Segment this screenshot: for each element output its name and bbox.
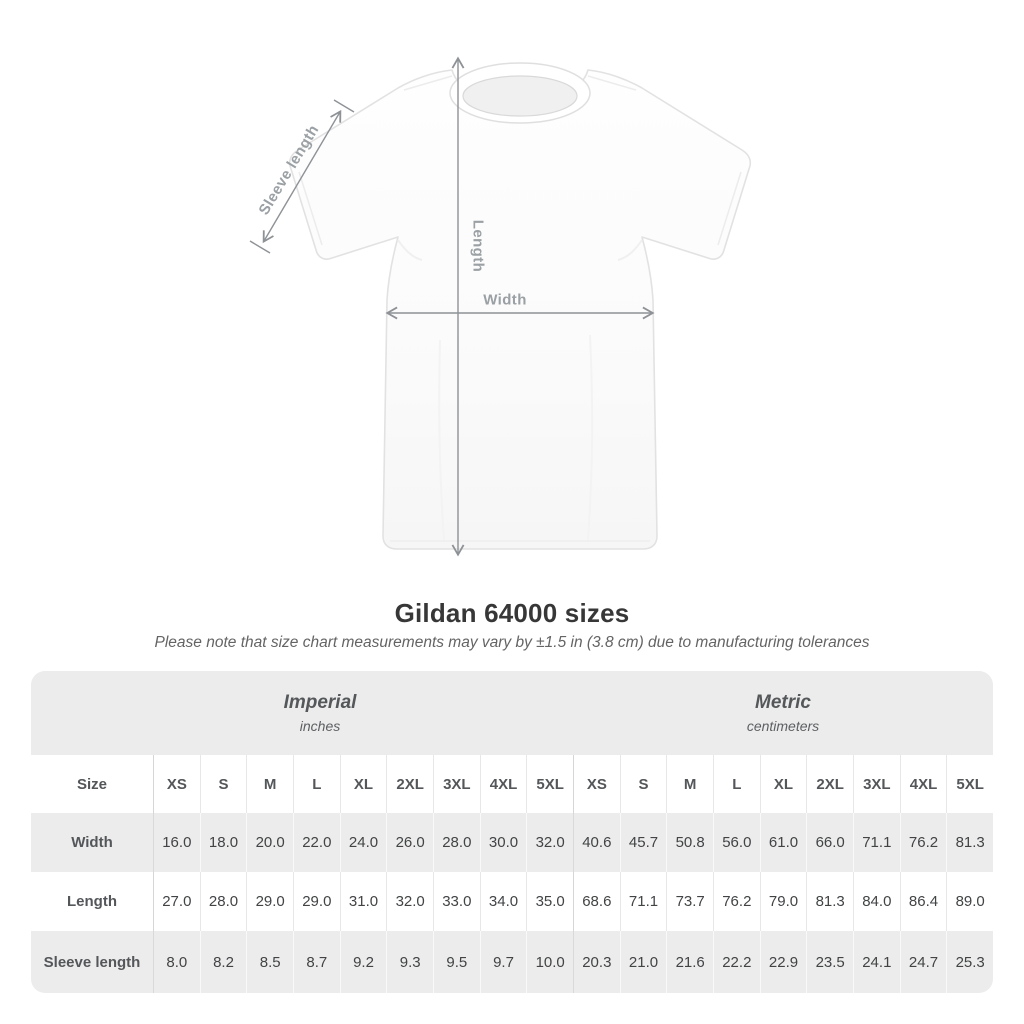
value-metric: 68.6 (573, 872, 620, 931)
size-header-metric-m: M (666, 755, 713, 813)
value-metric: 86.4 (899, 872, 947, 931)
size-header-metric-5xl: 5XL (946, 755, 993, 813)
metric-title: Metric (755, 692, 811, 713)
value-imperial: 20.0 (246, 813, 293, 872)
tolerance-note: Please note that size chart measurements… (154, 634, 870, 651)
imperial-unit: inches (299, 718, 341, 734)
tshirt-diagram: Sleeve length Length Width (249, 56, 752, 557)
size-header-imperial-2xl: 2XL (386, 755, 433, 813)
size-header-metric-xs: XS (573, 755, 620, 813)
value-imperial: 16.0 (153, 813, 200, 872)
value-imperial: 32.0 (526, 813, 573, 872)
value-imperial: 29.0 (293, 872, 340, 931)
imperial-section-header: Imperial inches (31, 671, 573, 755)
size-header-imperial-xl: XL (339, 755, 387, 813)
value-imperial: 29.0 (246, 872, 293, 931)
value-metric: 61.0 (759, 813, 807, 872)
value-metric: 40.6 (573, 813, 620, 872)
value-imperial: 8.7 (293, 931, 340, 993)
row-label-length: Length (31, 872, 153, 931)
size-header-imperial-xs: XS (153, 755, 200, 813)
size-table: Imperial inches Metric centimeters Size X… (31, 671, 993, 993)
length-label: Length (469, 219, 487, 273)
imperial-title: Imperial (283, 692, 357, 713)
value-metric: 76.2 (713, 872, 760, 931)
value-imperial: 34.0 (479, 872, 527, 931)
value-imperial: 28.0 (199, 872, 247, 931)
size-header-metric-2xl: 2XL (806, 755, 853, 813)
size-table-grid: Size XS S M L XL 2XL 3XL 4XL 5XL XS S M L XL 2XL 3XL 4XL 5… (31, 755, 993, 993)
value-metric: 21.6 (666, 931, 713, 993)
value-imperial: 18.0 (199, 813, 247, 872)
value-imperial: 9.2 (339, 931, 387, 993)
sleeve-tick-top (333, 99, 355, 113)
row-label-sleeve-length: Sleeve length (31, 931, 153, 993)
value-metric: 66.0 (806, 813, 853, 872)
value-imperial: 8.2 (199, 931, 247, 993)
collar-inner (462, 75, 578, 117)
value-metric: 20.3 (573, 931, 620, 993)
value-metric: 73.7 (666, 872, 713, 931)
value-metric: 71.1 (853, 813, 900, 872)
size-header-metric-s: S (619, 755, 667, 813)
dimension-arrows (249, 56, 655, 557)
value-imperial: 31.0 (339, 872, 387, 931)
sleeve-length-arrow (262, 109, 342, 244)
value-imperial: 33.0 (433, 872, 480, 931)
value-metric: 89.0 (946, 872, 993, 931)
value-imperial: 9.3 (386, 931, 433, 993)
value-metric: 81.3 (946, 813, 993, 872)
value-imperial: 35.0 (526, 872, 573, 931)
value-metric: 71.1 (619, 872, 667, 931)
value-metric: 25.3 (946, 931, 993, 993)
value-imperial: 22.0 (293, 813, 340, 872)
value-metric: 84.0 (853, 872, 900, 931)
value-metric: 56.0 (713, 813, 760, 872)
size-header-metric-xl: XL (759, 755, 807, 813)
value-metric: 45.7 (619, 813, 667, 872)
value-metric: 24.1 (853, 931, 900, 993)
value-metric: 22.9 (759, 931, 807, 993)
metric-section-header: Metric centimeters (573, 671, 993, 755)
value-metric: 23.5 (806, 931, 853, 993)
width-label: Width (483, 291, 527, 309)
value-imperial: 8.5 (246, 931, 293, 993)
size-header-imperial-s: S (199, 755, 247, 813)
size-header-metric-3xl: 3XL (853, 755, 900, 813)
value-metric: 22.2 (713, 931, 760, 993)
value-imperial: 28.0 (433, 813, 480, 872)
size-header-imperial-4xl: 4XL (479, 755, 527, 813)
size-header-imperial-m: M (246, 755, 293, 813)
value-imperial: 32.0 (386, 872, 433, 931)
unit-section-header: Imperial inches Metric centimeters (31, 671, 993, 755)
value-imperial: 24.0 (339, 813, 387, 872)
value-imperial: 30.0 (479, 813, 527, 872)
tshirt-illustration (249, 56, 752, 557)
value-metric: 79.0 (759, 872, 807, 931)
value-metric: 50.8 (666, 813, 713, 872)
size-column-header: Size (31, 755, 153, 813)
metric-unit: centimeters (746, 718, 820, 734)
value-imperial: 10.0 (526, 931, 573, 993)
row-label-width: Width (31, 813, 153, 872)
size-header-imperial-3xl: 3XL (433, 755, 480, 813)
size-header-imperial-l: L (293, 755, 340, 813)
value-imperial: 9.7 (479, 931, 527, 993)
page-title: Gildan 64000 sizes (394, 598, 630, 628)
value-metric: 76.2 (899, 813, 947, 872)
value-metric: 81.3 (806, 872, 853, 931)
value-imperial: 8.0 (153, 931, 200, 993)
value-imperial: 9.5 (433, 931, 480, 993)
sleeve-tick-bottom (249, 240, 271, 254)
value-imperial: 27.0 (153, 872, 200, 931)
size-header-metric-4xl: 4XL (899, 755, 947, 813)
value-imperial: 26.0 (386, 813, 433, 872)
value-metric: 24.7 (899, 931, 947, 993)
size-header-imperial-5xl: 5XL (526, 755, 573, 813)
value-metric: 21.0 (619, 931, 667, 993)
size-header-metric-l: L (713, 755, 760, 813)
